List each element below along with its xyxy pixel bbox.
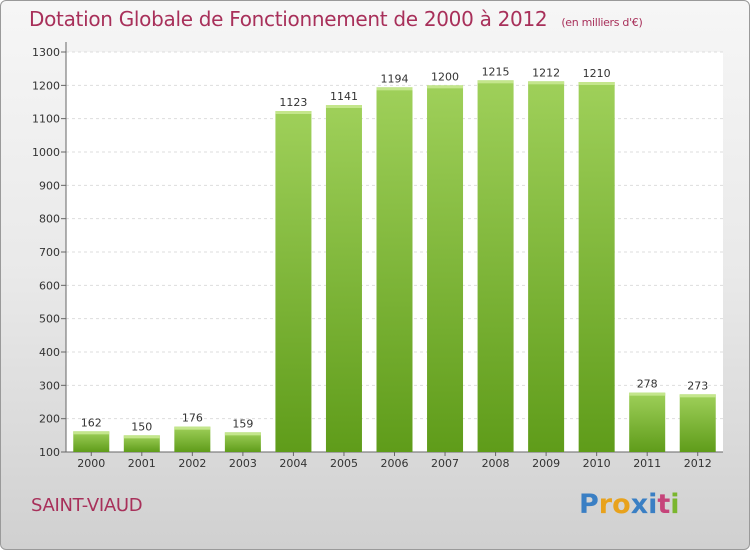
data-label: 1200: [431, 70, 459, 83]
logo-letter: x: [630, 489, 649, 520]
logo-letter: i: [670, 489, 680, 520]
data-label: 1215: [482, 65, 510, 78]
bar-highlight: [528, 81, 565, 85]
bar-highlight: [123, 435, 160, 439]
data-label: 273: [687, 379, 708, 392]
x-tick-label: 2007: [431, 457, 459, 470]
x-tick-label: 2011: [633, 457, 661, 470]
bar: [427, 85, 464, 452]
y-tick-label: 1300: [32, 46, 60, 59]
bar: [376, 87, 413, 452]
bar-highlight: [578, 82, 615, 85]
bar-highlight: [73, 431, 110, 435]
data-label: 176: [182, 412, 203, 425]
chart-title: Dotation Globale de Fonctionnement de 20…: [29, 7, 643, 31]
bar: [174, 426, 211, 452]
x-tick-label: 2002: [178, 457, 206, 470]
logo-letter: P: [579, 489, 599, 520]
bar: [123, 435, 160, 452]
data-label: 1210: [583, 67, 611, 80]
bar-highlight: [275, 111, 312, 114]
bar-highlight: [224, 432, 261, 436]
x-tick-label: 2008: [482, 457, 510, 470]
logo-letter: i: [648, 489, 658, 520]
data-label: 162: [81, 416, 102, 429]
data-label: 278: [637, 378, 658, 391]
bar: [224, 432, 261, 452]
data-label: 150: [131, 420, 152, 433]
y-tick-label: 1200: [32, 79, 60, 92]
x-tick-label: 2005: [330, 457, 358, 470]
bar-highlight: [629, 392, 666, 396]
bar-highlight: [679, 394, 716, 398]
x-tick-label: 2001: [128, 457, 156, 470]
chart-title-text: Dotation Globale de Fonctionnement de 20…: [29, 7, 548, 31]
bar-highlight: [477, 80, 514, 84]
y-tick-label: 400: [39, 346, 60, 359]
y-tick-label: 300: [39, 379, 60, 392]
y-tick-label: 500: [39, 313, 60, 326]
x-tick-label: 2012: [684, 457, 712, 470]
x-tick-label: 2000: [77, 457, 105, 470]
y-tick-label: 700: [39, 246, 60, 259]
bar: [477, 80, 514, 452]
y-tick-label: 600: [39, 279, 60, 292]
x-tick-label: 2006: [381, 457, 409, 470]
bar: [325, 105, 362, 452]
bar: [629, 392, 666, 452]
bar: [679, 394, 716, 452]
bars: [73, 80, 716, 452]
bar-highlight: [325, 105, 362, 108]
x-tick-label: 2003: [229, 457, 257, 470]
data-label: 1194: [381, 72, 409, 85]
x-tick-label: 2010: [583, 457, 611, 470]
data-label: 159: [232, 417, 253, 430]
logo-letter: r: [598, 489, 613, 520]
logo-letter: t: [657, 489, 671, 520]
bar: [275, 111, 312, 452]
bar: [528, 81, 565, 452]
x-tick-label: 2009: [532, 457, 560, 470]
x-tick-label: 2004: [279, 457, 307, 470]
bar: [578, 82, 615, 452]
y-tick-label: 200: [39, 413, 60, 426]
y-tick-label: 800: [39, 213, 60, 226]
data-label: 1123: [279, 96, 307, 109]
bar-highlight: [376, 87, 413, 91]
y-tick-label: 100: [39, 446, 60, 459]
y-tick-label: 900: [39, 179, 60, 192]
y-tick-label: 1000: [32, 146, 60, 159]
labels: 100 200 300 400 500 600 700 800 900 1000 1100 1200 1…: [32, 46, 712, 470]
logo-letter: o: [612, 489, 631, 520]
bar: [73, 431, 110, 452]
proxiti-logo[interactable]: Proxiti: [579, 489, 694, 525]
chart-unit: (en milliers d'€): [561, 16, 643, 29]
bar-highlight: [174, 426, 211, 430]
data-label: 1141: [330, 90, 358, 103]
bar-highlight: [427, 85, 464, 89]
commune-name: SAINT-VIAUD: [31, 495, 143, 516]
data-label: 1212: [532, 66, 560, 79]
y-tick-label: 1100: [32, 113, 60, 126]
